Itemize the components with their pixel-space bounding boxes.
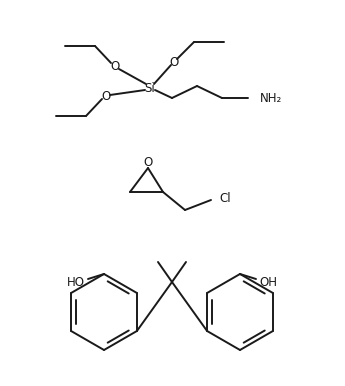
Text: Si: Si bbox=[145, 81, 155, 95]
Text: O: O bbox=[110, 59, 120, 73]
Text: NH₂: NH₂ bbox=[260, 91, 282, 105]
Text: OH: OH bbox=[259, 276, 277, 288]
Text: O: O bbox=[101, 90, 111, 103]
Text: O: O bbox=[169, 56, 179, 68]
Text: O: O bbox=[144, 156, 152, 169]
Text: HO: HO bbox=[67, 276, 85, 288]
Text: Cl: Cl bbox=[219, 191, 230, 205]
